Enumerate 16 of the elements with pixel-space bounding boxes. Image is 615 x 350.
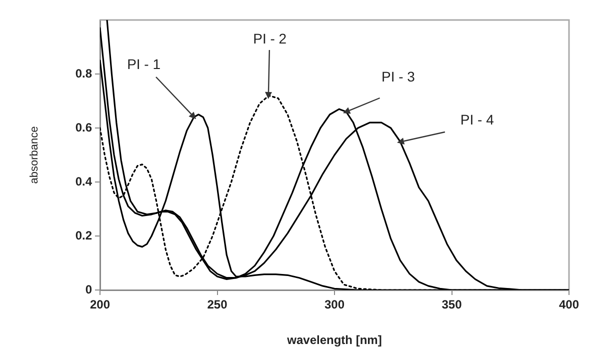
annotation: PI - 1	[127, 56, 161, 72]
x-tick-label: 300	[324, 298, 345, 312]
y-tick-label: 0.6	[75, 120, 92, 134]
y-tick-label: 0.2	[75, 228, 92, 242]
x-tick-label: 350	[442, 298, 462, 312]
annotation: PI - 3	[381, 68, 416, 85]
y-tick-label: 0	[85, 282, 92, 296]
annotation: PI - 2	[253, 30, 287, 46]
annotation: PI - 4	[460, 111, 494, 128]
x-tick-label: 200	[90, 298, 110, 312]
y-axis-title: absorbance	[28, 126, 41, 184]
y-tick-label: 0.4	[75, 174, 92, 188]
x-axis-title: wavelength [nm]	[286, 333, 382, 348]
x-tick-label: 250	[207, 298, 228, 312]
x-tick-label: 400	[558, 298, 580, 312]
y-tick-label: 0.8	[75, 66, 92, 80]
